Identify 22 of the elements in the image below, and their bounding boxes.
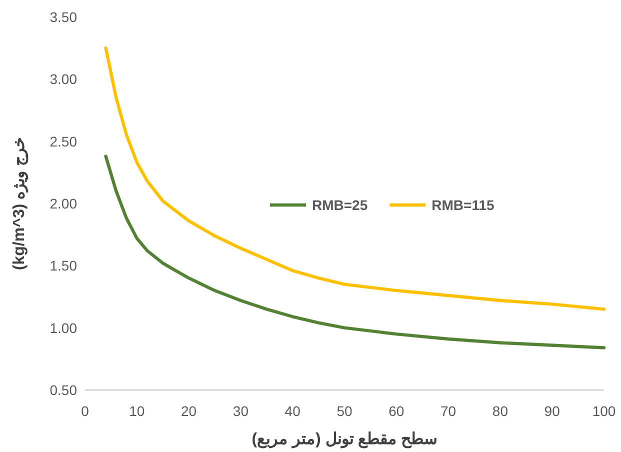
x-tick-label: 0 [81, 403, 90, 419]
x-tick-label: 70 [440, 403, 456, 419]
legend-label: RMB=25 [312, 197, 368, 213]
x-tick-label: 30 [232, 403, 249, 419]
x-axis-title: سطح مقطع تونل (متر مربع) [252, 431, 438, 449]
legend-label: RMB=115 [432, 197, 494, 213]
x-tick-label: 60 [388, 403, 404, 419]
x-tick-label: 20 [181, 403, 197, 419]
x-tick-label: 100 [592, 403, 616, 419]
y-tick-label: 1.00 [50, 320, 78, 336]
y-tick-label: 2.50 [50, 133, 78, 150]
x-tick-label: 10 [129, 403, 145, 419]
y-tick-label: 3.50 [50, 9, 78, 25]
x-tick-label: 80 [492, 403, 508, 419]
y-tick-label: 3.00 [50, 71, 78, 88]
x-tick-label: 90 [544, 403, 560, 419]
y-tick-label: 2.00 [50, 196, 78, 212]
y-axis-title: (kg/m^3) خرج ویژه [11, 136, 29, 270]
x-tick-label: 40 [284, 403, 301, 419]
y-tick-label: 0.50 [50, 382, 78, 398]
y-tick-label: 1.50 [50, 258, 78, 274]
x-tick-label: 50 [336, 403, 352, 419]
